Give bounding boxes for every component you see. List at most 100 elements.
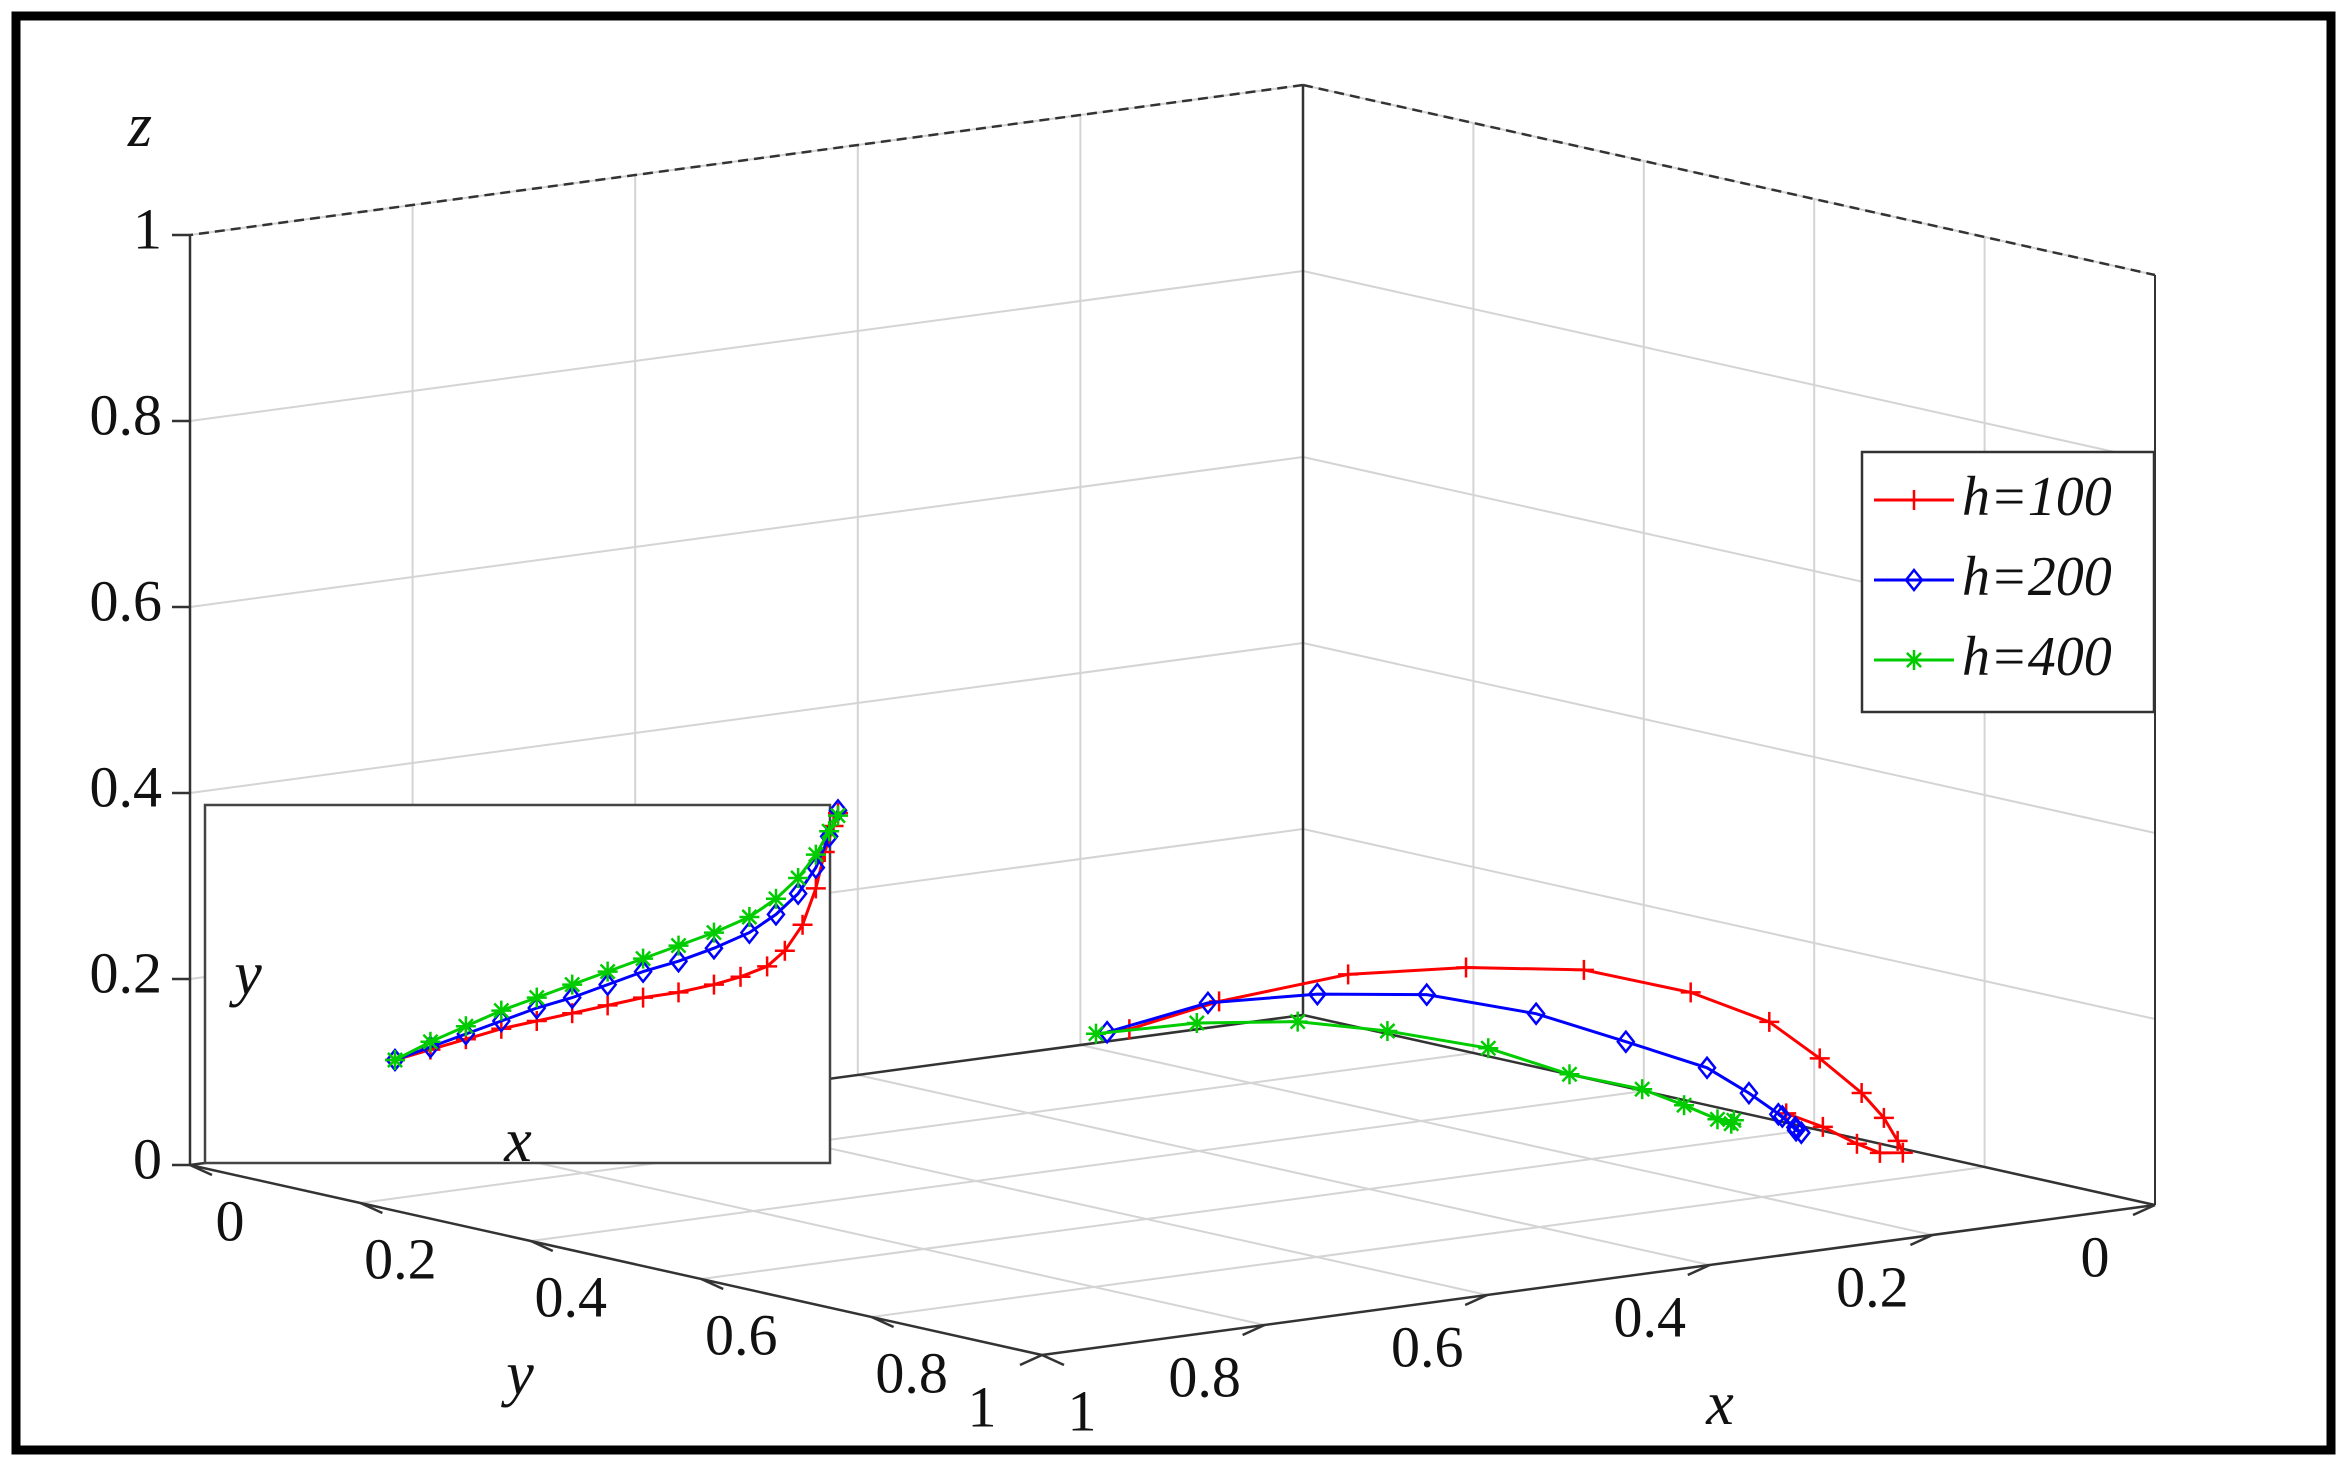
inset-data-point xyxy=(597,995,618,1016)
inset-data-point xyxy=(668,949,689,974)
legend: h=100 h=200 h=400 xyxy=(1860,450,2156,714)
data-point xyxy=(1338,964,1359,985)
series-h=100 xyxy=(1119,957,1913,1163)
inset-data-point xyxy=(668,982,689,1003)
inset-data-point xyxy=(766,902,786,927)
inset-data-point xyxy=(792,914,813,935)
grid-line xyxy=(1302,270,2156,462)
data-point xyxy=(1616,1029,1636,1054)
data-point xyxy=(1785,1115,1805,1140)
axis-edge xyxy=(1302,83,2156,277)
data-point xyxy=(1680,982,1701,1003)
x-tick-label: 0 xyxy=(216,1188,245,1253)
inset-series-line xyxy=(394,809,840,1062)
data-point xyxy=(1417,982,1437,1007)
data-point xyxy=(1573,959,1594,980)
y-tick-mark xyxy=(1242,1323,1266,1337)
data-point xyxy=(1307,982,1327,1007)
legend-marker xyxy=(1904,567,1924,593)
y-tick-label: 0.6 xyxy=(1391,1314,1464,1379)
data-point xyxy=(1456,957,1477,978)
grid-line xyxy=(530,1090,1644,1242)
z-tick-label: 0.8 xyxy=(90,382,163,447)
legend-entry: h=100 xyxy=(1874,466,2112,528)
grid-line xyxy=(189,642,1304,794)
grid-line xyxy=(1080,1044,1933,1236)
y-tick-mark xyxy=(1464,1293,1488,1307)
x-tick-label: 0.4 xyxy=(535,1264,608,1329)
y-axis-line xyxy=(189,1163,1043,1357)
x-tick-label: 1 xyxy=(1068,1378,1097,1443)
y-tick-label: 0.8 xyxy=(1168,1344,1241,1409)
data-point xyxy=(1186,1013,1207,1033)
inset-data-point xyxy=(597,961,618,982)
inset-xy-projection: yx xyxy=(203,798,848,1175)
series-h=400 xyxy=(1085,1011,1744,1134)
inset-data-point xyxy=(806,855,826,880)
data-point xyxy=(1198,990,1218,1015)
x-tick-mark xyxy=(530,1239,554,1253)
data-point xyxy=(1846,1133,1867,1154)
y-tick-label: 0.4 xyxy=(1614,1284,1687,1349)
inset-x-label: x xyxy=(503,1107,532,1175)
data-point xyxy=(1085,1023,1106,1044)
inset-data-point xyxy=(385,1050,405,1070)
inset-data-point xyxy=(491,1000,512,1021)
data-point xyxy=(1739,1081,1759,1106)
x-tick-label: 0.8 xyxy=(875,1340,948,1405)
data-point xyxy=(1851,1083,1872,1103)
grid-line xyxy=(871,1166,1985,1318)
x-tick-mark xyxy=(359,1201,383,1215)
inset-data-point xyxy=(730,966,751,987)
data-point xyxy=(1723,1110,1744,1131)
grid-line xyxy=(701,1128,1815,1280)
y-tick-mark xyxy=(1687,1263,1711,1277)
grid-line xyxy=(1302,828,2156,1020)
y-tick-mark xyxy=(1019,1353,1043,1367)
data-point xyxy=(1478,1038,1499,1059)
legend-entry: h=400 xyxy=(1874,626,2112,688)
data-point xyxy=(1772,1104,1792,1129)
data-point xyxy=(1768,1102,1788,1127)
inset-series-h=400 xyxy=(385,805,848,1070)
data-point xyxy=(1869,1142,1890,1163)
inset-data-point xyxy=(805,878,826,899)
data-point xyxy=(1697,1055,1717,1080)
data-point xyxy=(1632,1079,1653,1100)
x-tick-label: 0.2 xyxy=(364,1226,437,1291)
inset-data-point xyxy=(739,920,760,945)
y-tick-label: 0 xyxy=(2081,1224,2110,1289)
y-tick-label: 0.2 xyxy=(1836,1254,1909,1319)
inset-data-point xyxy=(805,844,826,865)
z-tick-label: 0 xyxy=(133,1126,162,1191)
data-point xyxy=(1812,1116,1833,1137)
inset-data-point xyxy=(774,940,795,961)
inset-data-point xyxy=(765,888,786,909)
z-axis-label: z xyxy=(127,92,152,160)
legend-label: h=200 xyxy=(1962,546,2112,608)
axis-edge xyxy=(189,83,1304,237)
x-axis-label: x xyxy=(1705,1370,1734,1438)
inset-data-point xyxy=(562,985,582,1010)
axis-edge xyxy=(1302,1013,2156,1207)
data-point xyxy=(1526,1001,1546,1026)
grid-line xyxy=(360,1052,1474,1204)
y-axis-label: y xyxy=(500,1340,534,1408)
inset-data-point xyxy=(633,948,654,969)
grid-line xyxy=(189,270,1304,422)
inset-y-label: y xyxy=(228,940,262,1008)
data-point xyxy=(1559,1064,1580,1085)
z-tick-label: 0.2 xyxy=(90,940,163,1005)
inset-data-point xyxy=(526,987,547,1008)
inset-data-point xyxy=(704,936,724,961)
inset-data-point xyxy=(739,907,760,927)
x-tick-mark xyxy=(871,1315,895,1329)
inset-data-point xyxy=(633,987,654,1008)
inset-data-point xyxy=(598,972,618,997)
z-tick-label: 1 xyxy=(133,196,162,261)
legend-marker xyxy=(1904,490,1924,510)
data-point xyxy=(1791,1120,1811,1145)
inset-data-point xyxy=(703,922,724,943)
inset-data-point xyxy=(819,821,840,842)
